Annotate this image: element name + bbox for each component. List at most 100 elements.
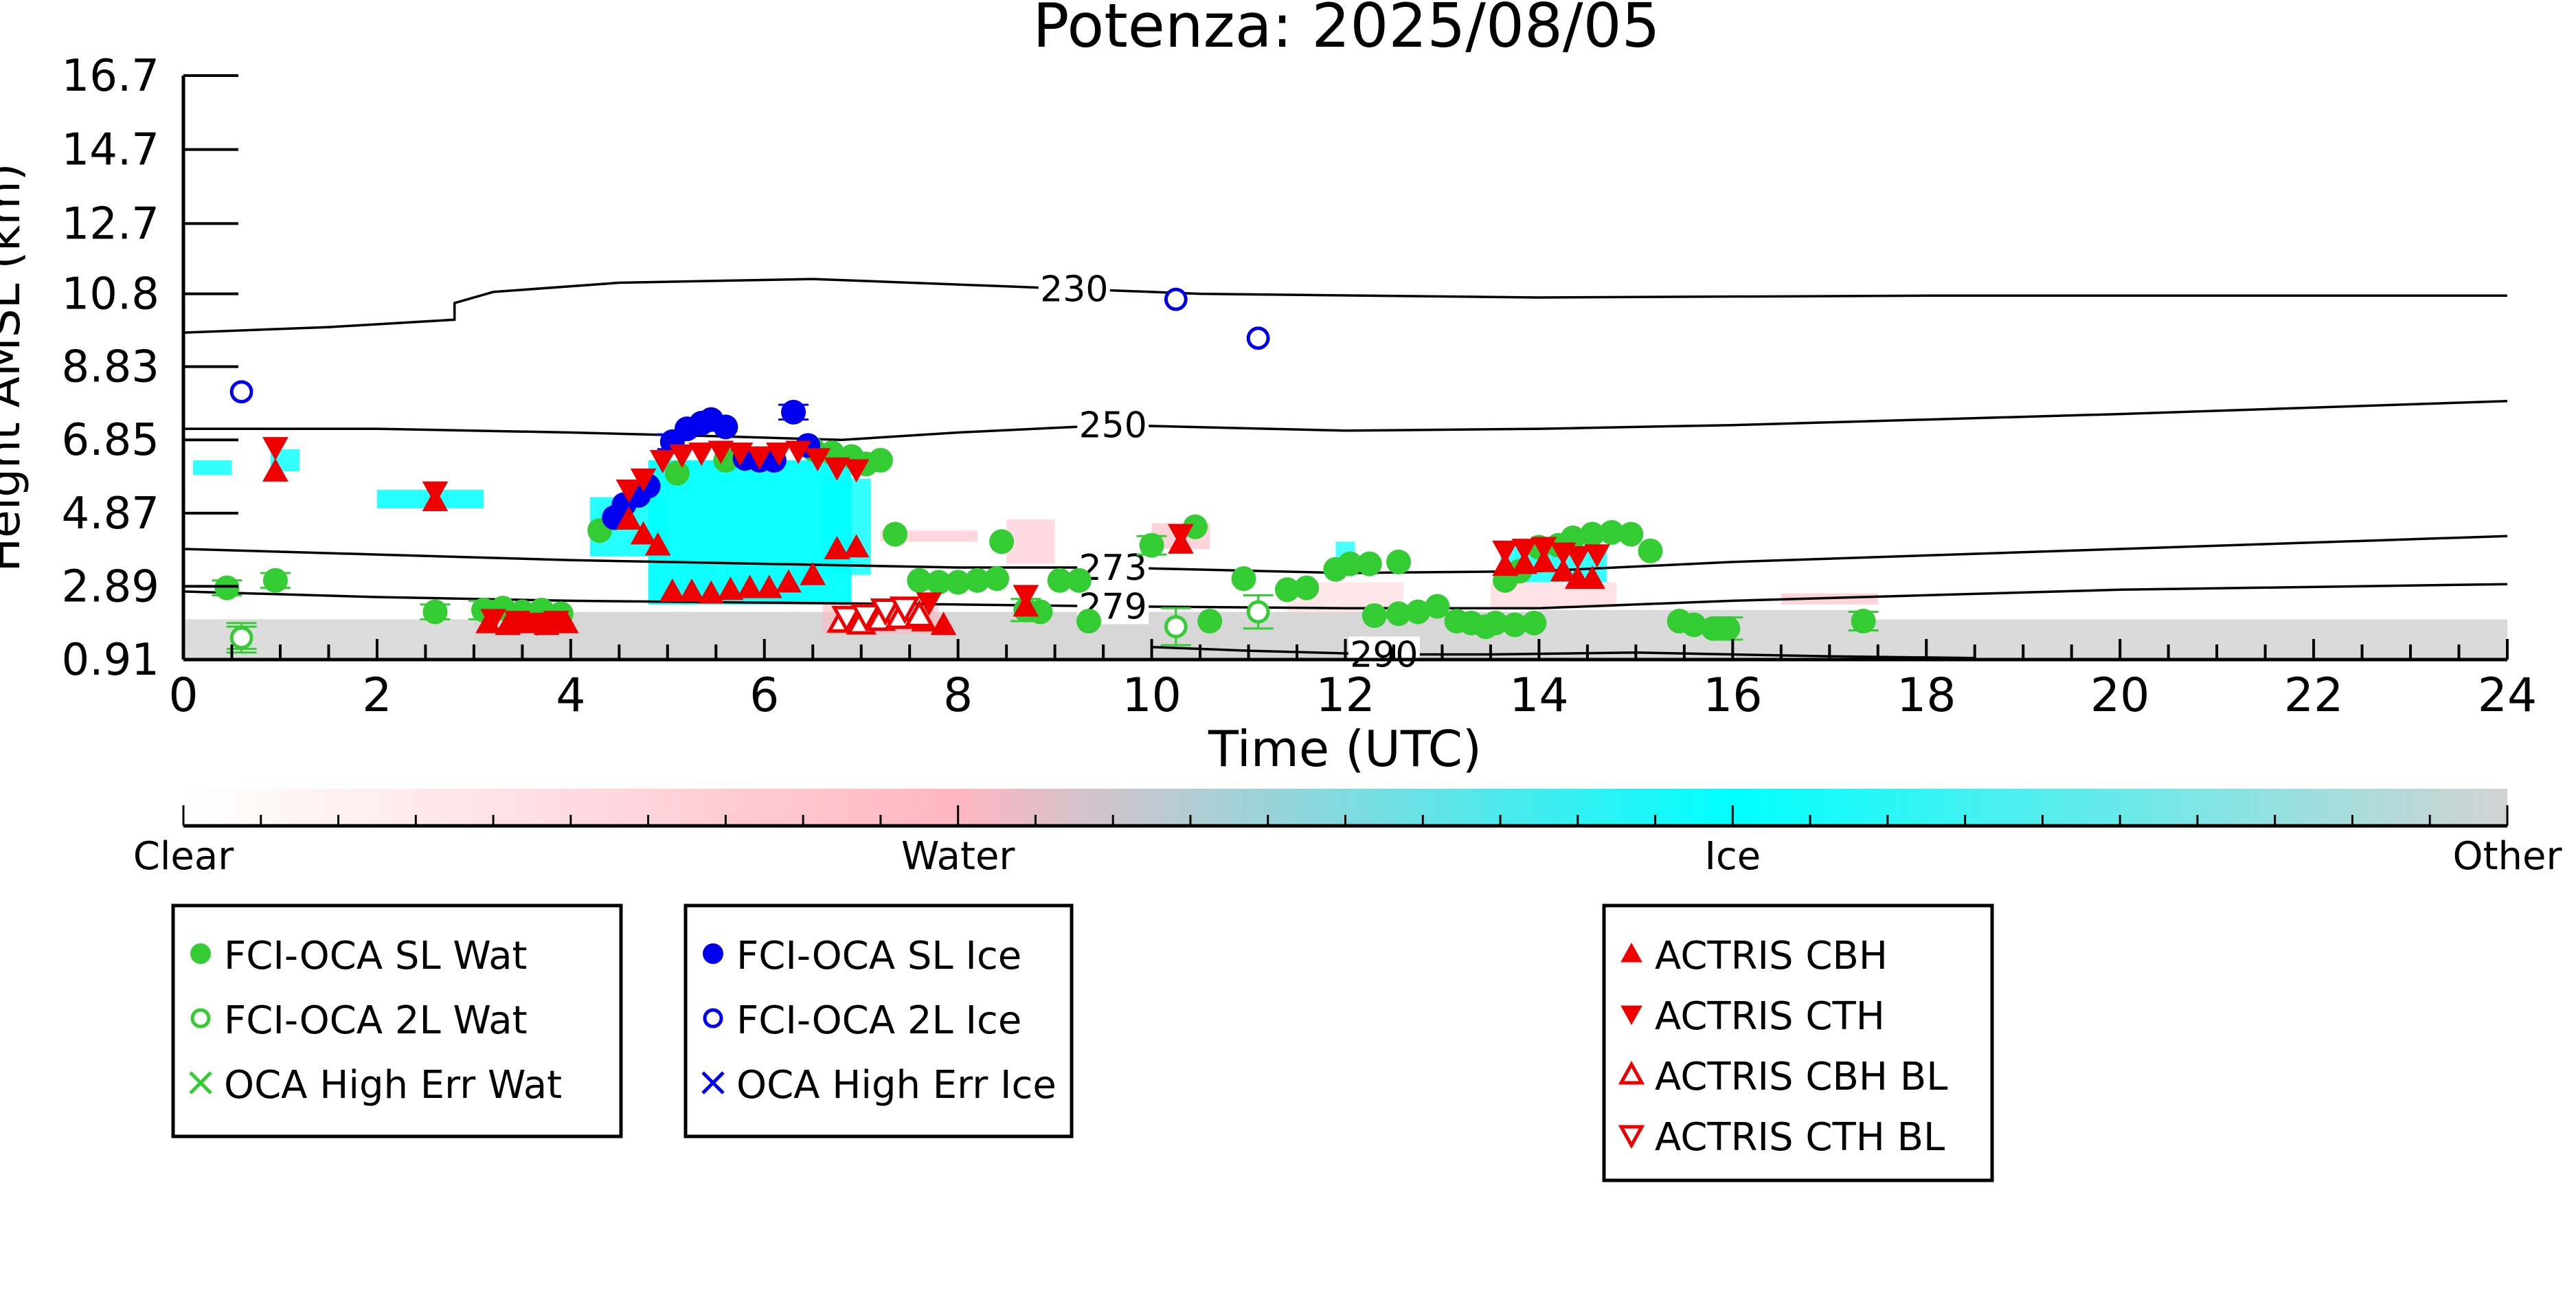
series-fci-oca-2l-ice bbox=[229, 287, 1270, 404]
point-fci-oca-sl-wat-19 bbox=[945, 570, 971, 595]
point-actris-cth-24 bbox=[1530, 537, 1557, 561]
point-actris-cbh-11 bbox=[679, 578, 705, 602]
point-fci-oca-sl-wat-40 bbox=[1405, 599, 1431, 625]
point-fci-oca-2l-wat-2 bbox=[1246, 600, 1270, 624]
x-tick-label-10: 10 bbox=[1122, 669, 1182, 723]
point-fci-oca-sl-wat-1 bbox=[262, 568, 288, 593]
point-fci-oca-2l-wat-0 bbox=[229, 626, 253, 650]
point-actris-cbh-10 bbox=[659, 578, 686, 602]
point-actris-cth-bl-3 bbox=[889, 596, 920, 625]
point-fci-oca-sl-wat-31 bbox=[1231, 566, 1256, 592]
y-tick-label-3: 6.85 bbox=[62, 415, 160, 466]
point-fci-oca-sl-wat-20 bbox=[964, 568, 990, 593]
point-fci-oca-sl-wat-18 bbox=[926, 570, 951, 595]
point-actris-cbh-14 bbox=[736, 574, 763, 598]
point-actris-cbh-9 bbox=[644, 532, 671, 556]
point-actris-cth-bl-1 bbox=[850, 604, 882, 632]
point-fci-oca-sl-wat-24 bbox=[1028, 599, 1053, 625]
point-actris-cth-23 bbox=[1511, 539, 1538, 563]
point-actris-cbh-bl-4 bbox=[904, 599, 935, 627]
point-actris-cbh-17 bbox=[800, 561, 826, 585]
x-tick-label-14: 14 bbox=[1509, 669, 1569, 723]
colorbar-labels: Clear Water Ice Other bbox=[133, 834, 2563, 879]
point-fci-oca-sl-wat-39 bbox=[1386, 601, 1412, 627]
point-fci-oca-2l-ice-1 bbox=[1164, 287, 1188, 311]
point-actris-cbh-25 bbox=[1511, 550, 1538, 574]
point-actris-cth-21 bbox=[1168, 524, 1194, 548]
point-fci-oca-sl-wat-22 bbox=[989, 529, 1015, 554]
point-fci-oca-sl-wat-36 bbox=[1357, 551, 1382, 576]
point-fci-oca-sl-wat-33 bbox=[1294, 575, 1320, 600]
x-tick-label-6: 6 bbox=[749, 669, 779, 723]
data-points bbox=[214, 287, 1876, 650]
point-actris-cth-26 bbox=[1564, 546, 1591, 570]
legend-box-1 bbox=[683, 903, 1074, 1138]
point-fci-oca-2l-ice-2 bbox=[1246, 326, 1270, 350]
point-actris-cth-14 bbox=[766, 442, 792, 467]
point-actris-cth-7 bbox=[630, 468, 657, 492]
contour-label-bg-250 bbox=[1077, 407, 1149, 443]
point-actris-cbh-16 bbox=[776, 569, 802, 593]
point-actris-cth-17 bbox=[824, 457, 850, 481]
point-actris-cbh-18 bbox=[824, 536, 850, 559]
point-fci-oca-sl-wat-25 bbox=[1047, 568, 1072, 593]
y-tick-label-5: 10.8 bbox=[62, 269, 160, 320]
y-tick-label-2: 4.87 bbox=[62, 489, 160, 539]
x-tick-label-24: 24 bbox=[2478, 669, 2538, 723]
point-fci-oca-sl-wat-28 bbox=[1139, 532, 1164, 558]
colorbar-label-water: Water bbox=[901, 834, 1016, 879]
legend-marker-oca-high-err-wat-b bbox=[189, 1071, 212, 1094]
point-actris-cth-bl-2 bbox=[870, 598, 901, 627]
contour-label-bg-290 bbox=[1348, 636, 1420, 673]
cloud-field-13 bbox=[1006, 519, 1055, 564]
point-fci-oca-sl-wat-16 bbox=[883, 521, 908, 547]
x-ticks: 0 2 4 6 8 10 12 14 16 18 20 22 24 bbox=[168, 639, 2537, 723]
point-actris-cth-10 bbox=[688, 442, 714, 467]
point-actris-cth-16 bbox=[804, 448, 831, 472]
series-fci-oca-2l-wat bbox=[229, 600, 1270, 650]
point-fci-oca-sl-wat-58 bbox=[1681, 612, 1706, 638]
y-tick-label-4: 8.83 bbox=[62, 342, 160, 393]
legend-marker-actris-cbh-bl bbox=[1618, 1060, 1645, 1085]
axes: 0 2 4 6 8 10 12 14 16 18 20 22 24 0.912.894.876.858.… bbox=[62, 51, 2538, 723]
point-fci-oca-sl-wat-60 bbox=[1715, 616, 1741, 641]
point-fci-oca-sl-wat-2 bbox=[422, 599, 448, 625]
point-actris-cth-13 bbox=[746, 446, 773, 470]
point-fci-oca-sl-wat-21 bbox=[984, 566, 1010, 592]
point-fci-oca-sl-wat-32 bbox=[1274, 577, 1300, 603]
legend-marker-actris-cth-bl bbox=[1618, 1125, 1645, 1149]
legend-label-fci-oca-sl-ice: FCI-OCA SL Ice bbox=[736, 934, 1021, 978]
y-tick-label-0: 0.91 bbox=[62, 635, 160, 686]
point-fci-oca-sl-wat-55 bbox=[1618, 521, 1644, 547]
point-actris-cbh-29 bbox=[1579, 565, 1605, 590]
point-actris-cbh-13 bbox=[717, 576, 744, 600]
point-fci-oca-sl-wat-26 bbox=[1066, 568, 1092, 593]
point-actris-cth-11 bbox=[708, 440, 734, 464]
legend-label-oca-high-err-wat: OCA High Err Wat bbox=[224, 1063, 562, 1108]
contour-label-230: 230 bbox=[1040, 269, 1108, 311]
x-tick-label-20: 20 bbox=[2090, 669, 2150, 723]
contour-230 bbox=[183, 278, 2507, 334]
point-actris-cth-15 bbox=[785, 440, 811, 464]
point-actris-cth-22 bbox=[1492, 540, 1518, 564]
point-actris-cbh-24 bbox=[1492, 552, 1518, 576]
point-fci-oca-2l-ice-0 bbox=[229, 380, 253, 404]
x-tick-label-2: 2 bbox=[362, 669, 392, 723]
legend-label-oca-high-err-ice: OCA High Err Ice bbox=[736, 1063, 1057, 1108]
legend-label-actris-cth: ACTRIS CTH bbox=[1655, 994, 1885, 1039]
colorbar-label-ice: Ice bbox=[1704, 834, 1761, 879]
point-actris-cth-20 bbox=[1013, 585, 1039, 609]
point-fci-oca-sl-wat-61 bbox=[1851, 609, 1876, 634]
point-actris-cth-bl-0 bbox=[831, 605, 862, 633]
colorbar-ticks bbox=[182, 805, 2509, 826]
legend: FCI-OCA SL Wat FCI-OCA 2L Wat OCA High Err… bbox=[171, 903, 1994, 1182]
legend-box-0 bbox=[171, 903, 623, 1138]
point-actris-cbh-19 bbox=[843, 534, 870, 558]
point-actris-cth-6 bbox=[615, 480, 642, 503]
legend-label-fci-oca-2l-wat: FCI-OCA 2L Wat bbox=[224, 998, 528, 1043]
point-actris-cth-27 bbox=[1584, 544, 1610, 568]
contour-label-290: 290 bbox=[1350, 634, 1418, 675]
